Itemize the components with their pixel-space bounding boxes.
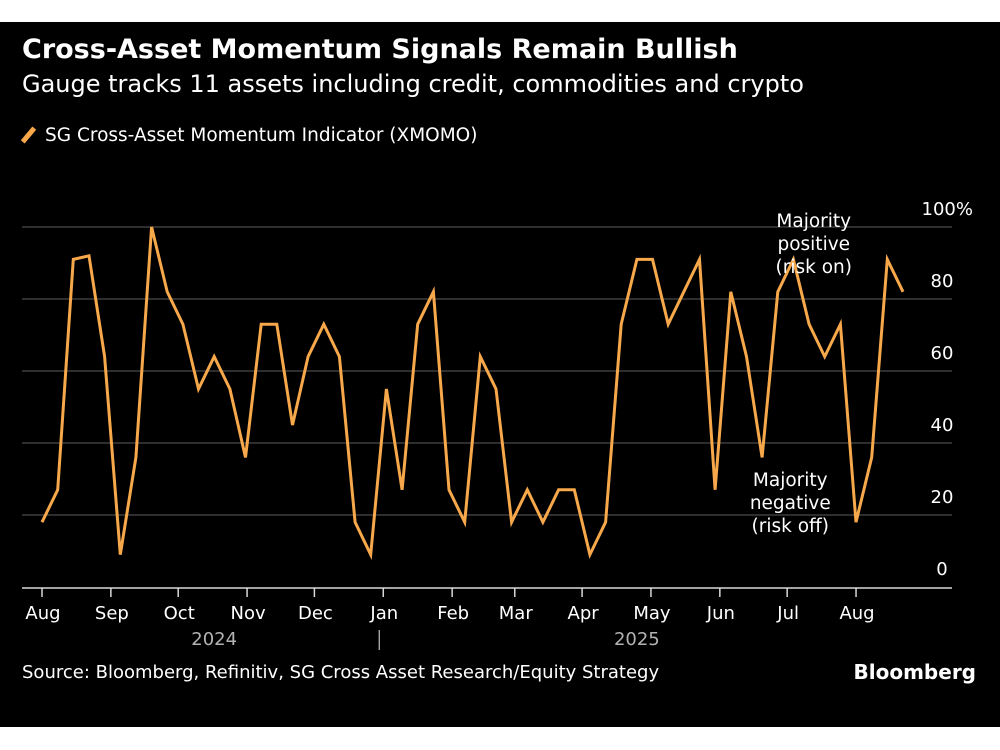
annotation-text: Majority (753, 470, 828, 491)
legend: SG Cross-Asset Momentum Indicator (XMOMO… (20, 125, 478, 146)
y-tick-label: 100% (922, 199, 973, 220)
chart-panel (0, 22, 1000, 727)
bloomberg-logo: Bloomberg (853, 660, 976, 684)
annotation-text: (risk off) (752, 516, 829, 537)
x-tick-label: Jun (706, 603, 735, 624)
x-tick-label: Aug (25, 603, 60, 624)
x-tick-label: Aug (839, 603, 874, 624)
x-tick-label: May (633, 603, 671, 624)
y-tick-label: 80 (931, 271, 954, 292)
y-tick-label: 40 (931, 415, 954, 436)
annotation-text: (risk on) (776, 257, 852, 278)
year-label: 2025 (614, 629, 660, 650)
x-tick-label: Oct (164, 603, 195, 624)
chart-title: Cross-Asset Momentum Signals Remain Bull… (22, 34, 738, 65)
y-tick-label: 60 (931, 343, 954, 364)
source-note: Source: Bloomberg, Refinitiv, SG Cross A… (22, 662, 660, 683)
x-tick-label: Jul (776, 603, 799, 624)
legend-label: SG Cross-Asset Momentum Indicator (XMOMO… (45, 125, 478, 146)
x-tick-label: Nov (231, 603, 266, 624)
annotation-text: Majority (776, 211, 851, 232)
chart-subtitle: Gauge tracks 11 assets including credit,… (22, 70, 804, 98)
series-line-xmomo (40, 226, 905, 561)
x-tick-label: Apr (568, 603, 600, 624)
annotation-text: positive (777, 234, 850, 255)
y-tick-label: 20 (931, 487, 954, 508)
x-tick-label: Dec (298, 603, 333, 624)
x-tick-label: Mar (499, 603, 534, 624)
annotation-text: negative (750, 493, 831, 514)
x-tick-label: Jan (369, 603, 398, 624)
y-tick-label: 0 (936, 559, 947, 580)
year-label: 2024 (191, 629, 237, 650)
x-tick-label: Sep (95, 603, 129, 624)
x-tick-label: Feb (437, 603, 469, 624)
